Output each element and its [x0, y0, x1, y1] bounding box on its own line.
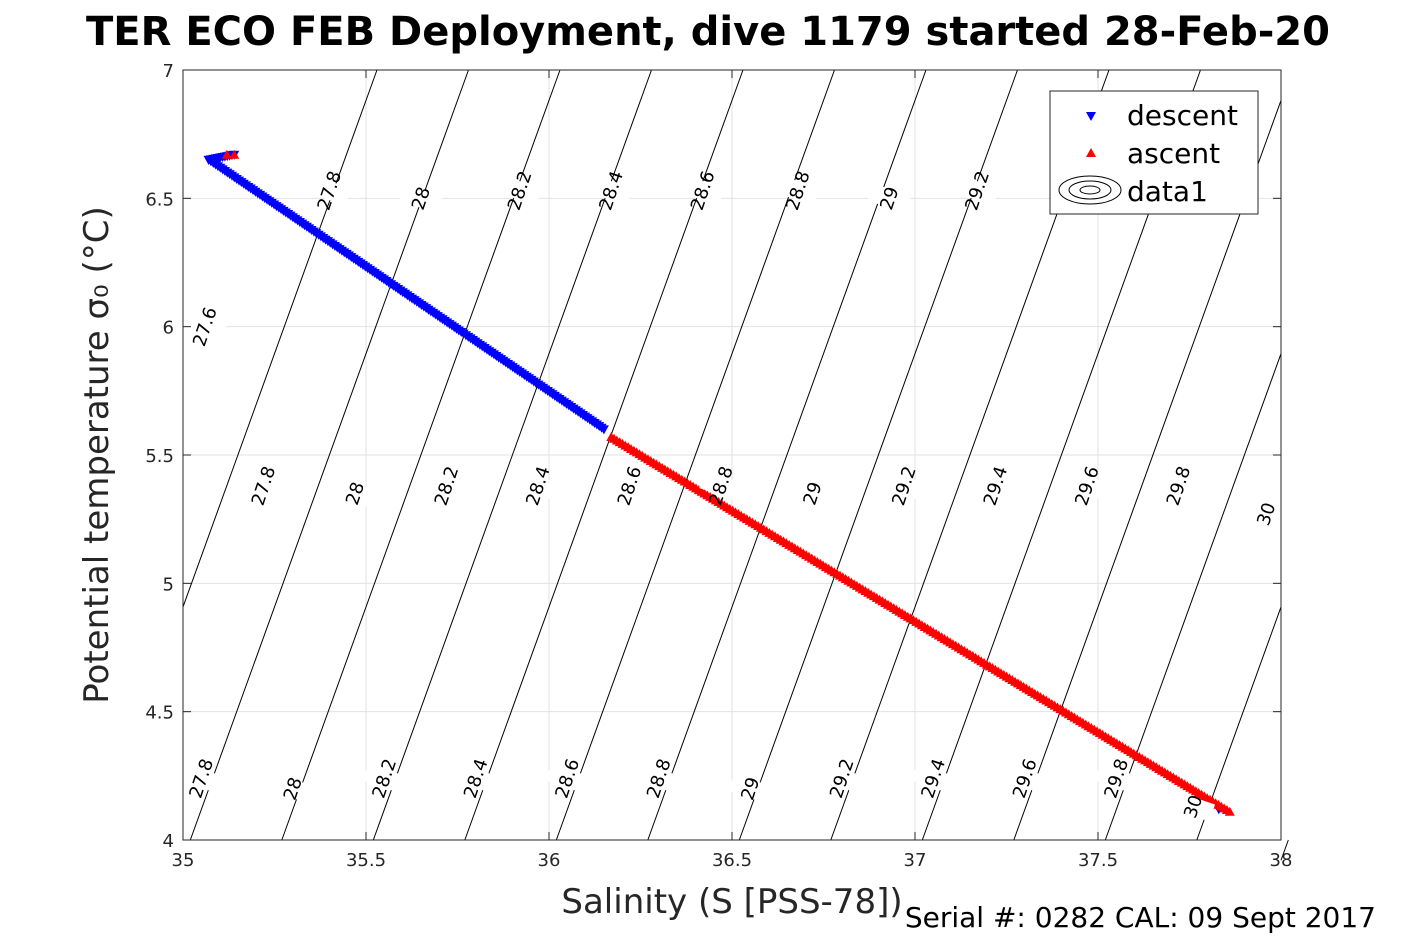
contour-label-bg [636, 763, 681, 794]
contour-label-bg [790, 478, 835, 509]
contour-label-bg [882, 470, 926, 501]
isopycnal-line [1280, 839, 1289, 861]
contour-label-bg [1156, 470, 1201, 501]
legend-ascent-marker [1086, 148, 1096, 157]
isopycnal-line [1013, 100, 1282, 841]
isopycnal-line [555, 69, 835, 841]
contour-label-bg [1244, 499, 1289, 529]
contour-label-bg [728, 773, 773, 804]
contour-label-bg [607, 470, 652, 501]
contour-label-bg [270, 773, 315, 804]
isopycnal-line [281, 69, 561, 841]
contour-label-bg [307, 175, 352, 206]
contour-label-bg [1065, 470, 1109, 501]
ascent-point [229, 149, 240, 159]
contour-label-bg [545, 763, 590, 794]
legend-ascent-label: ascent [1127, 137, 1220, 170]
x-axis-label: Salinity (S [PSS-78]) [561, 882, 902, 922]
contour-label-bg [699, 470, 743, 501]
legend[interactable]: descent ascent data1 [1049, 90, 1259, 215]
isopycnal-line [372, 69, 652, 841]
contour-label-bg [867, 183, 912, 214]
data-points [203, 149, 1235, 816]
serial-calibration-note: Serial #: 0282 CAL: 09 Sept 2017 [905, 901, 1376, 934]
y-tick-label: 4 [163, 831, 174, 852]
contour-label-bg [589, 175, 634, 206]
legend-data1-label: data1 [1127, 175, 1208, 208]
y-tick-label: 4.5 [145, 703, 174, 724]
contour-label-bg [362, 763, 407, 794]
contour-label-bg [1171, 791, 1215, 822]
x-tick-label: 37 [904, 850, 927, 871]
x-tick-label: 36.5 [712, 850, 752, 871]
y-axis-label: Potential temperature σ₀ (°C) [77, 206, 117, 704]
contour-label-bg [333, 478, 377, 509]
axis-ticks: 35 35.5 36 36.5 37 37.5 38 4 4.5 5 5.5 6 6.5 7 [145, 61, 1292, 871]
contour-label-bg [516, 470, 560, 501]
contour-label-bg [776, 175, 820, 206]
contour-label-bg [1094, 763, 1139, 794]
x-tick-label: 37.5 [1078, 850, 1118, 871]
legend-descent-label: descent [1127, 99, 1238, 132]
isopycnal-line [182, 69, 378, 608]
y-tick-label: 5 [163, 574, 174, 595]
ascent-point [1224, 806, 1235, 816]
x-tick-label: 35 [172, 850, 195, 871]
y-tick-label: 7 [163, 61, 174, 82]
chart-title: TER ECO FEB Deployment, dive 1179 starte… [86, 9, 1330, 55]
legend-descent-marker [1086, 112, 1096, 121]
contour-label-bg [973, 470, 1018, 501]
contour-label-bg [179, 763, 224, 794]
contour-label-bg [911, 763, 956, 794]
contour-label-bg [453, 763, 498, 794]
contour-label-bg [819, 763, 864, 794]
contour-label-bg [241, 470, 286, 501]
contour-label-bg [680, 175, 725, 206]
contour-label-bg [424, 470, 469, 501]
descent-point [598, 425, 609, 435]
x-tick-label: 38 [1270, 850, 1293, 871]
y-tick-label: 5.5 [145, 446, 174, 467]
ascent-point [221, 149, 232, 159]
contour-label-bg [497, 175, 542, 206]
x-tick-label: 35.5 [346, 850, 386, 871]
y-tick-label: 6 [163, 318, 174, 339]
contour-label-bg [955, 175, 1000, 206]
contour-label-bg [1002, 763, 1047, 794]
x-tick-label: 36 [538, 850, 561, 871]
contour-label-bg [399, 183, 443, 214]
isopycnal-line [738, 69, 1018, 841]
contour-label-bg [183, 311, 227, 342]
legend-contour-icon [1058, 175, 1122, 205]
isopycnal-line [464, 69, 744, 841]
y-tick-label: 6.5 [145, 189, 174, 210]
